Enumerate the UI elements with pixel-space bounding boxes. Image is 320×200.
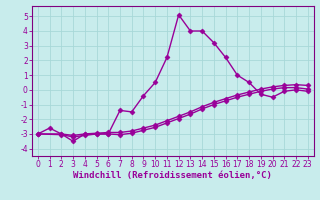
X-axis label: Windchill (Refroidissement éolien,°C): Windchill (Refroidissement éolien,°C) <box>73 171 272 180</box>
